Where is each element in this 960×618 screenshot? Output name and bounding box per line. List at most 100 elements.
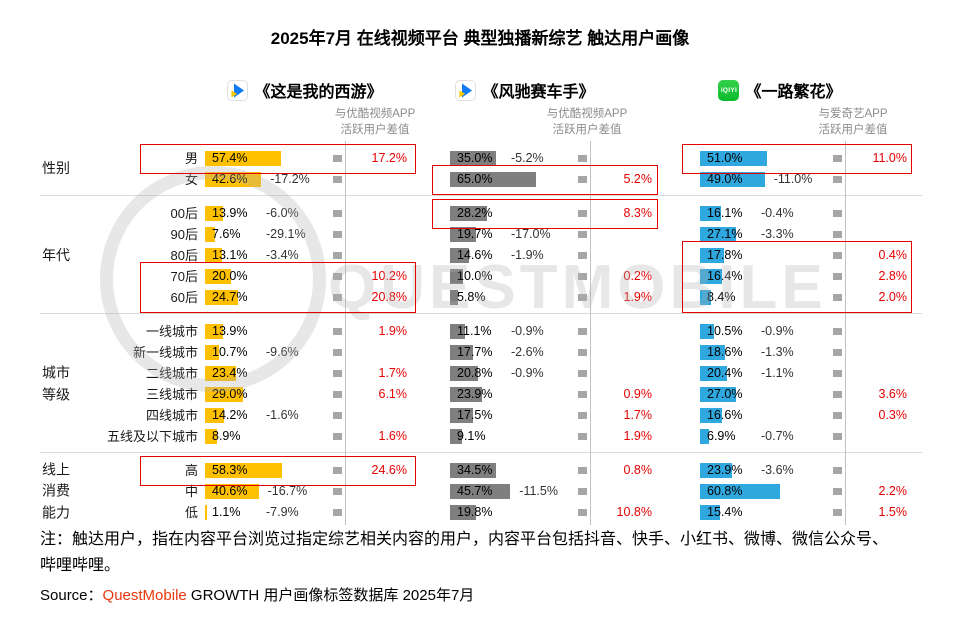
- benchmark-marker: [333, 509, 342, 516]
- benchmark-marker: [578, 252, 587, 259]
- bar: [205, 290, 238, 305]
- benchmark-marker: [578, 349, 587, 356]
- benchmark-marker: [333, 231, 342, 238]
- bar: [205, 151, 281, 166]
- bar: [205, 269, 232, 284]
- group-divider: [40, 195, 922, 196]
- benchmark-marker: [833, 433, 842, 440]
- chart2-title: 《风驰赛车手》: [482, 84, 595, 101]
- benchmark-marker: [833, 412, 842, 419]
- diff-value: -17.0%: [511, 227, 551, 241]
- bar-value: 27.0%: [707, 387, 743, 401]
- bar: [700, 206, 722, 221]
- diff-value: 1.9%: [623, 290, 653, 304]
- bar-value: 7.6%: [212, 227, 241, 241]
- diff-value: 3.6%: [878, 387, 908, 401]
- row-label: 90后: [170, 227, 198, 242]
- bar: [700, 151, 768, 166]
- diff-value: 2.8%: [878, 269, 908, 283]
- bar-value: 5.8%: [457, 290, 486, 304]
- bar-value: 13.9%: [212, 206, 248, 220]
- bar-value: 35.0%: [457, 151, 493, 165]
- chart1-subtitle-line1: 与优酷视频APP: [334, 108, 416, 120]
- diff-value: 1.7%: [623, 408, 653, 422]
- benchmark-marker: [333, 349, 342, 356]
- bar: [700, 248, 724, 263]
- bar-value: 17.7%: [457, 345, 493, 359]
- bar: [450, 429, 462, 444]
- diff-value: -16.7%: [267, 484, 308, 498]
- chart3-title: 《一路繁花》: [745, 84, 842, 101]
- benchmark-marker: [578, 294, 587, 301]
- row-label: 男: [184, 151, 198, 166]
- diff-value: 6.1%: [378, 387, 408, 401]
- chart3-subtitle: 与爱奇艺APP 活跃用户差值: [778, 106, 928, 138]
- bar-value: 14.2%: [212, 408, 248, 422]
- diff-value: -3.3%: [761, 227, 794, 241]
- benchmark-marker: [833, 370, 842, 377]
- row-label: 00后: [170, 206, 198, 221]
- benchmark-marker: [578, 176, 587, 183]
- group-label-3: 线上 消费 能力: [42, 460, 70, 521]
- row-label: 一线城市: [145, 324, 198, 339]
- benchmark-marker: [333, 467, 342, 474]
- bar: [700, 345, 725, 360]
- benchmark-marker: [578, 155, 587, 162]
- benchmark-marker: [833, 155, 842, 162]
- bar-value: 34.5%: [457, 463, 493, 477]
- youku-icon: [227, 79, 249, 101]
- benchmark-marker: [578, 391, 587, 398]
- diff-value: -1.9%: [511, 248, 544, 262]
- bar-value: 6.9%: [707, 429, 736, 443]
- diff-value: -1.3%: [761, 345, 794, 359]
- benchmark-marker: [333, 155, 342, 162]
- iqiyi-icon: iQIYI: [718, 79, 740, 101]
- bar: [700, 269, 722, 284]
- axis-line: [845, 141, 846, 525]
- bar: [205, 429, 217, 444]
- bar-value: 11.1%: [457, 324, 492, 338]
- bar: [450, 269, 464, 284]
- bar: [450, 366, 478, 381]
- row-label: 五线及以下城市: [106, 429, 198, 444]
- bar: [700, 429, 710, 444]
- bar: [205, 206, 224, 221]
- bar: [700, 290, 712, 305]
- bar-value: 20.8%: [457, 366, 493, 380]
- bar-value: 9.1%: [457, 429, 486, 443]
- diff-value: -0.9%: [761, 324, 794, 338]
- diff-value: -11.0%: [773, 172, 813, 186]
- bar: [700, 505, 721, 520]
- chart3-header: iQIYI 《一路繁花》: [675, 78, 885, 102]
- benchmark-marker: [833, 328, 842, 335]
- bar-value: 20.0%: [212, 269, 248, 283]
- bar-value: 15.4%: [707, 505, 743, 519]
- diff-value: 1.7%: [378, 366, 408, 380]
- bar: [450, 324, 465, 339]
- bar-value: 49.0%: [707, 172, 743, 186]
- diff-value: 24.6%: [371, 463, 407, 477]
- bar-value: 16.6%: [707, 408, 743, 422]
- bar-value: 60.8%: [707, 484, 743, 498]
- diff-value: 0.9%: [623, 387, 653, 401]
- row-label: 高: [184, 463, 198, 478]
- bar-value: 40.6%: [212, 484, 248, 498]
- row-label: 80后: [170, 248, 198, 263]
- row-label: 60后: [170, 290, 198, 305]
- bar: [205, 484, 259, 499]
- bar-value: 10.5%: [707, 324, 743, 338]
- row-label: 四线城市: [145, 408, 198, 423]
- row-label: 低: [184, 505, 198, 520]
- benchmark-marker: [833, 273, 842, 280]
- benchmark-marker: [333, 328, 342, 335]
- bar-value: 23.9%: [707, 463, 743, 477]
- benchmark-marker: [833, 176, 842, 183]
- benchmark-marker: [833, 210, 842, 217]
- benchmark-marker: [333, 488, 342, 495]
- group-label-1: 年代: [42, 246, 70, 263]
- bar: [700, 463, 732, 478]
- bar: [450, 345, 474, 360]
- benchmark-marker: [333, 370, 342, 377]
- diff-value: -7.9%: [266, 505, 299, 519]
